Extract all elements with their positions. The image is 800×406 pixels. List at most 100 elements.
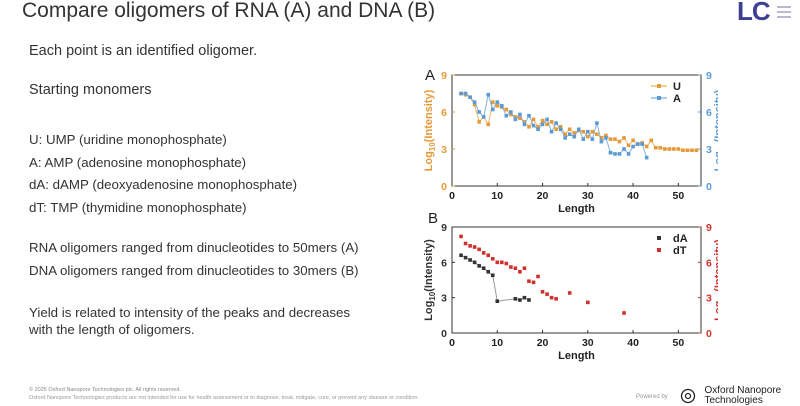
x-tick-label: 0 [449,337,455,349]
data-point-U [599,136,604,140]
data-point-U [554,127,558,132]
data-point-U [649,138,653,143]
data-point-U [608,137,613,141]
data-point-U [563,132,567,136]
data-point-dA [459,253,463,258]
data-point-U [522,120,527,124]
y-right-tick-label: 6 [706,257,712,269]
data-point-dT [518,269,522,274]
data-point-dA [468,258,472,262]
data-point-A [576,127,581,132]
y-left-tick-label: 9 [441,70,447,82]
legend-marker-dA [657,236,661,240]
data-point-dA [518,298,522,302]
data-point-A [622,147,626,151]
lc-logo: LC [737,0,797,26]
data-point-A [463,91,468,96]
data-point-U [536,125,540,129]
data-point-U [472,102,477,107]
data-point-dT [522,266,527,271]
data-point-U [518,116,522,120]
dna-range-text: DNA oligomers ranged from dinucleotides … [29,262,359,278]
yield-text: Yield is related to intensity of the pea… [29,305,351,337]
data-point-A [468,95,472,99]
data-point-U [685,148,690,153]
data-point-dT [472,245,477,249]
data-point-A [509,110,513,114]
data-point-dA [513,297,518,301]
data-point-U [545,122,549,127]
data-point-U [567,127,572,132]
data-point-U [662,147,667,151]
data-point-A [631,144,635,149]
data-point-A [545,117,549,122]
data-point-A [613,152,617,156]
legend-label-U: U [673,81,681,93]
y-left-tick-label: 0 [441,328,447,340]
data-point-dA [472,260,477,265]
legend-label-dT: dT [673,245,687,257]
data-point-A [490,107,495,112]
brand-line-2: Technologies [704,395,763,406]
x-tick-label: 50 [673,337,685,349]
disclaimer-footer: Oxford Nanopore Technologies products ar… [29,395,420,401]
data-point-A [586,129,590,134]
data-point-U [558,125,563,129]
data-point-dT [459,234,463,239]
data-point-A [459,91,463,96]
data-point-dT [536,274,540,279]
data-point-A [549,129,554,134]
data-point-A [513,117,518,122]
data-point-A [617,152,622,156]
data-point-U [676,147,681,151]
data-point-dT [527,279,531,283]
data-point-U [595,132,599,136]
oxford-nanopore-mark-icon [680,388,696,404]
y-left-tick-label: 9 [441,222,447,234]
data-point-A [604,136,608,140]
data-point-A [595,121,599,125]
x-tick-label: 30 [582,337,594,349]
data-point-dT [486,253,491,258]
legend-label-A: A [673,93,681,105]
data-point-dA [463,255,468,260]
data-point-A [640,142,644,146]
data-point-dT [567,291,572,295]
y-right-axis-title: Log10(Intensity) [713,89,718,171]
y-left-tick-label: 3 [441,144,447,156]
x-tick-label: 0 [449,190,455,202]
data-point-dA [522,295,527,300]
data-point-dT [504,261,509,266]
powered-by-text: Powered by [636,394,668,400]
intro-text: Each point is an identified oligomer. [29,43,258,59]
x-axis-title: Length [558,350,595,362]
data-point-dT [468,244,472,248]
data-point-A [608,150,613,155]
data-point-A [626,152,631,156]
oligomer-range-list: RNA oligomers ranged from dinucleotides … [29,237,359,282]
x-axis-title: Length [558,203,595,215]
data-point-A [486,92,491,97]
data-point-dA [477,264,481,268]
data-point-A [500,104,504,108]
y-left-tick-label: 6 [441,257,447,269]
data-point-U [531,117,536,122]
monomer-list: U: UMP (uridine monophosphate) A: AMP (a… [29,129,297,219]
data-point-U [549,120,554,124]
x-tick-label: 50 [673,190,685,202]
brand-line-1: Oxford Nanopore [704,385,782,396]
legend-marker-A [657,96,661,100]
plot-frame [451,226,702,334]
data-point-dT [477,247,481,252]
logo-lines-icon [777,6,791,21]
data-point-A [540,122,545,127]
data-point-U [586,134,590,139]
data-point-dT [531,280,536,285]
data-point-dA [486,269,491,274]
data-point-dT [622,311,626,315]
data-point-U [690,148,694,153]
monomer-item: U: UMP (uridine monophosphate) [29,132,227,147]
legend-marker-U [657,84,661,88]
data-point-U [527,125,531,129]
data-point-A [522,122,527,127]
